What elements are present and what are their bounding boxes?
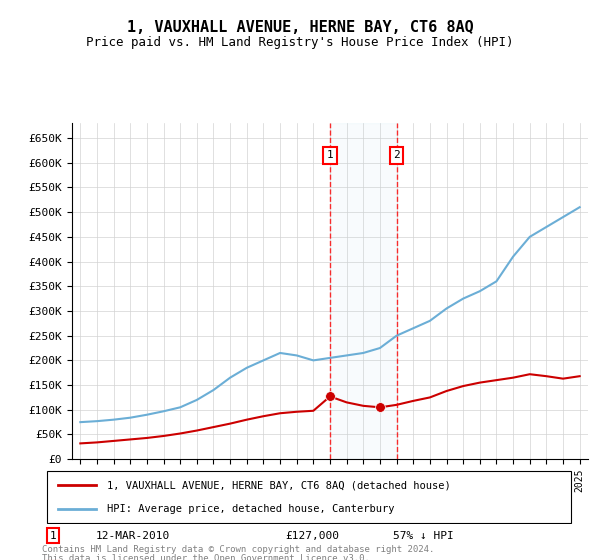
Text: 1: 1 <box>49 530 56 540</box>
Text: 12-MAR-2010: 12-MAR-2010 <box>96 530 170 540</box>
Text: Contains HM Land Registry data © Crown copyright and database right 2024.: Contains HM Land Registry data © Crown c… <box>42 545 434 554</box>
Text: 2: 2 <box>393 150 400 160</box>
Text: 1: 1 <box>326 150 334 160</box>
Text: This data is licensed under the Open Government Licence v3.0.: This data is licensed under the Open Gov… <box>42 554 370 560</box>
Text: HPI: Average price, detached house, Canterbury: HPI: Average price, detached house, Cant… <box>107 503 394 514</box>
Text: Price paid vs. HM Land Registry's House Price Index (HPI): Price paid vs. HM Land Registry's House … <box>86 36 514 49</box>
Text: £127,000: £127,000 <box>285 530 339 540</box>
Text: 57% ↓ HPI: 57% ↓ HPI <box>393 530 454 540</box>
FancyBboxPatch shape <box>47 472 571 522</box>
Text: 1, VAUXHALL AVENUE, HERNE BAY, CT6 8AQ: 1, VAUXHALL AVENUE, HERNE BAY, CT6 8AQ <box>127 20 473 35</box>
Bar <box>330 123 397 459</box>
Text: 1, VAUXHALL AVENUE, HERNE BAY, CT6 8AQ (detached house): 1, VAUXHALL AVENUE, HERNE BAY, CT6 8AQ (… <box>107 480 451 491</box>
